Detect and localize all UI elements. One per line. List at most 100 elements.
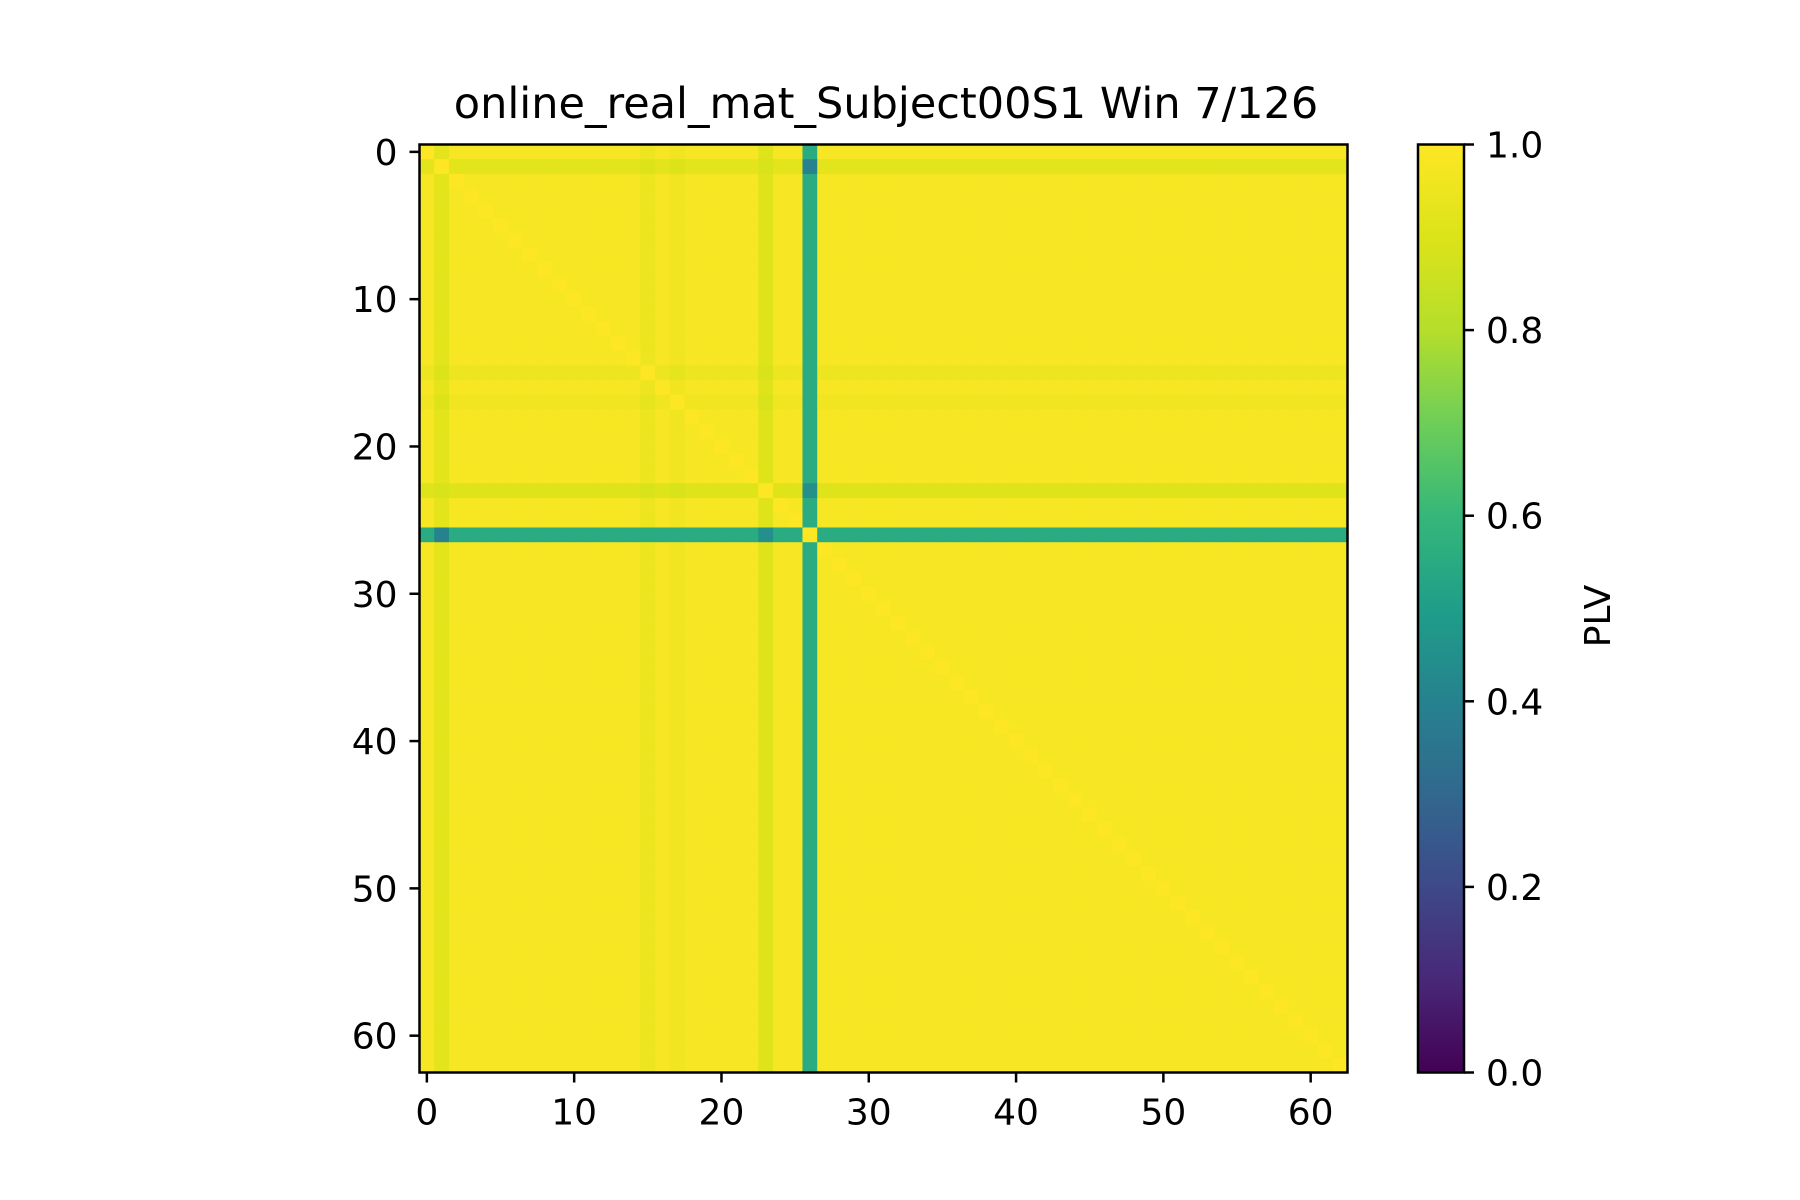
- heatmap-cell: [522, 1028, 538, 1044]
- heatmap-cell: [743, 807, 759, 823]
- heatmap-cell: [728, 925, 745, 941]
- heatmap-cell: [876, 969, 892, 985]
- heatmap-cell: [581, 748, 597, 764]
- heatmap-cell: [787, 453, 804, 470]
- heatmap-cell: [1288, 792, 1304, 808]
- heatmap-cell: [817, 1028, 833, 1044]
- heatmap-cell: [1082, 792, 1098, 808]
- heatmap-cell: [669, 969, 686, 985]
- heatmap-cell: [728, 439, 745, 455]
- heatmap-cell: [1126, 601, 1142, 617]
- heatmap-cell: [1244, 1013, 1260, 1029]
- heatmap-cell: [787, 954, 804, 970]
- heatmap-cell: [1141, 895, 1157, 912]
- heatmap-cell: [1067, 173, 1083, 190]
- heatmap-cell: [463, 159, 480, 175]
- heatmap-cell: [1288, 689, 1304, 705]
- heatmap-cell: [714, 984, 730, 1000]
- heatmap-cell: [890, 733, 907, 750]
- heatmap-cell: [1303, 851, 1319, 867]
- heatmap-cell: [1111, 1013, 1128, 1029]
- heatmap-cell: [699, 969, 715, 985]
- heatmap-cell: [1214, 380, 1231, 396]
- heatmap-cell: [1082, 277, 1098, 293]
- heatmap-cell: [876, 1028, 892, 1044]
- heatmap-cell: [1170, 748, 1187, 764]
- heatmap-cell: [655, 512, 671, 529]
- heatmap-cell: [1185, 777, 1201, 794]
- heatmap-cell: [552, 660, 568, 676]
- heatmap-cell: [684, 188, 700, 205]
- heatmap-cell: [1082, 689, 1098, 705]
- heatmap-cell: [625, 998, 642, 1015]
- heatmap-cell: [625, 144, 642, 160]
- heatmap-cell: [920, 939, 936, 956]
- heatmap-cell: [610, 542, 627, 558]
- heatmap-cell: [1214, 173, 1231, 190]
- heatmap-cell: [1214, 1013, 1231, 1029]
- heatmap-cell: [522, 998, 538, 1015]
- heatmap-cell: [890, 188, 907, 205]
- heatmap-cell: [448, 660, 465, 676]
- heatmap-cell: [434, 247, 450, 263]
- heatmap-cell: [478, 881, 494, 897]
- heatmap-cell: [935, 836, 951, 853]
- heatmap-cell: [1288, 645, 1304, 661]
- heatmap-cell: [1156, 277, 1172, 293]
- heatmap-cell: [1023, 910, 1039, 926]
- heatmap-cell: [625, 556, 642, 573]
- heatmap-cell: [1038, 836, 1054, 853]
- heatmap-cell: [1332, 881, 1349, 897]
- heatmap-cell: [552, 689, 568, 705]
- heatmap-cell: [1244, 262, 1260, 278]
- heatmap-cell: [1111, 674, 1128, 691]
- heatmap-cell: [581, 159, 597, 175]
- heatmap-cell: [802, 777, 818, 794]
- heatmap-cell: [787, 291, 804, 308]
- heatmap-cell: [1170, 984, 1187, 1000]
- heatmap-cell: [935, 645, 951, 661]
- heatmap-cell: [1141, 881, 1157, 897]
- heatmap-cell: [581, 630, 597, 646]
- heatmap-cell: [1288, 866, 1304, 882]
- heatmap-cell: [1141, 998, 1157, 1015]
- heatmap-cell: [758, 674, 774, 691]
- heatmap-cell: [890, 718, 907, 735]
- heatmap-cell: [522, 939, 538, 956]
- heatmap-cell: [876, 881, 892, 897]
- heatmap-cell: [1229, 925, 1245, 941]
- heatmap-cell: [552, 822, 568, 838]
- heatmap-cell: [552, 203, 568, 219]
- heatmap-cell: [949, 807, 966, 823]
- heatmap-cell: [1229, 601, 1245, 617]
- heatmap-cell: [861, 836, 877, 853]
- heatmap-cell: [758, 1028, 774, 1044]
- heatmap-cell: [434, 1043, 450, 1059]
- heatmap-cell: [1259, 586, 1275, 602]
- heatmap-cell: [610, 586, 627, 602]
- heatmap-cell: [1126, 733, 1142, 750]
- heatmap-cell: [1259, 218, 1275, 234]
- heatmap-cell: [1126, 660, 1142, 676]
- heatmap-cell: [507, 998, 524, 1015]
- heatmap-cell: [905, 586, 921, 602]
- heatmap-cell: [610, 895, 627, 912]
- heatmap-cell: [1067, 365, 1083, 381]
- heatmap-cell: [419, 984, 435, 1000]
- heatmap-cell: [507, 925, 524, 941]
- heatmap-cell: [876, 173, 892, 190]
- heatmap-cell: [1303, 777, 1319, 794]
- heatmap-cell: [831, 1013, 848, 1029]
- heatmap-cell: [964, 468, 980, 484]
- heatmap-cell: [949, 1043, 966, 1059]
- heatmap-cell: [1008, 409, 1025, 425]
- heatmap-cell: [610, 704, 627, 720]
- heatmap-cell: [684, 247, 700, 263]
- heatmap-cell: [434, 380, 450, 396]
- heatmap-cell: [1170, 542, 1187, 558]
- heatmap-cell: [728, 660, 745, 676]
- heatmap-cell: [1067, 615, 1083, 632]
- heatmap-cell: [552, 409, 568, 425]
- heatmap-cell: [1126, 586, 1142, 602]
- heatmap-cell: [625, 807, 642, 823]
